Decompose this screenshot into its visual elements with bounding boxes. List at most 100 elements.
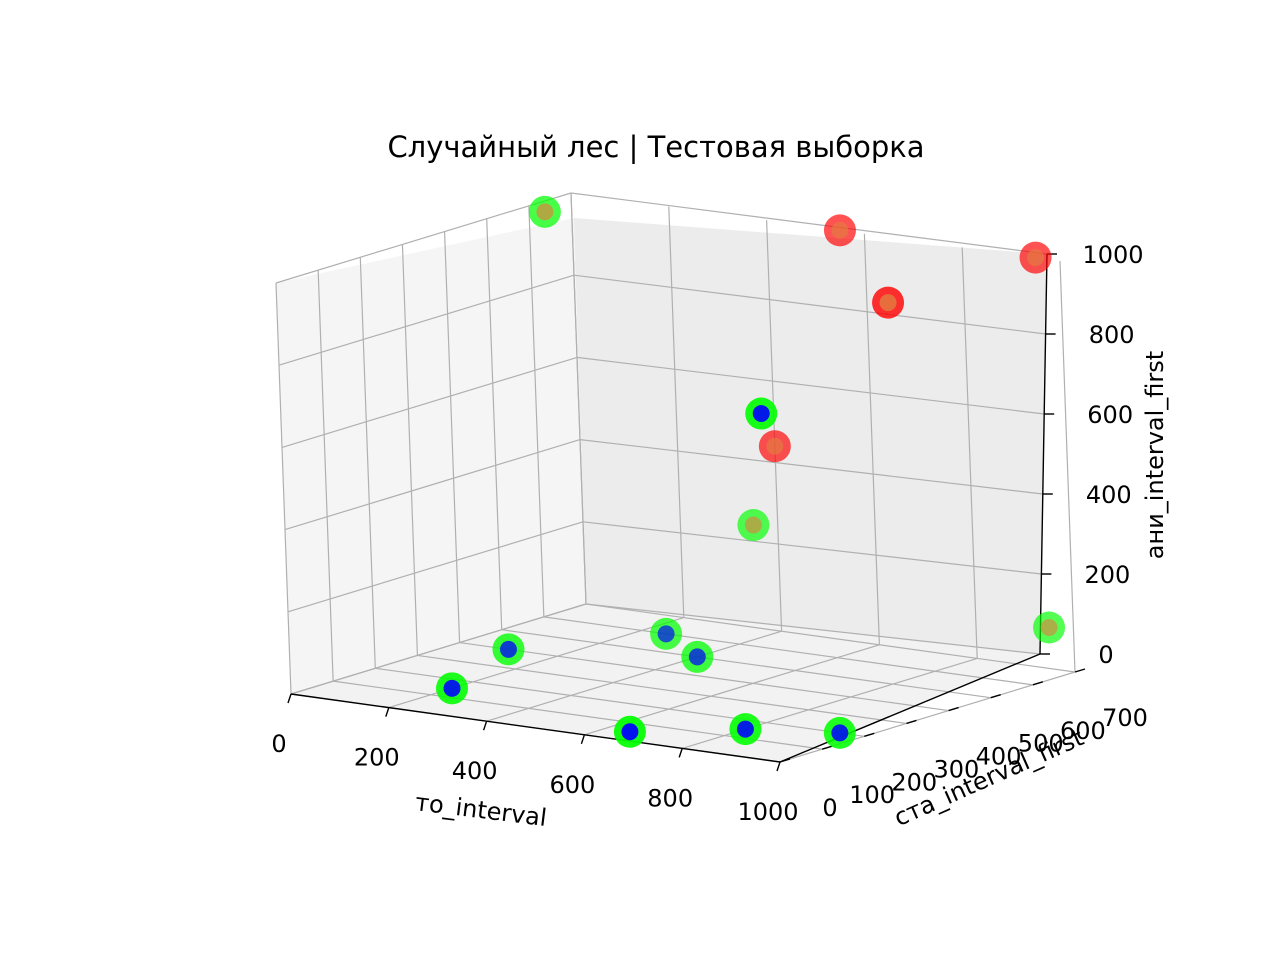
data-point <box>823 214 856 247</box>
x-tick-label: 600 <box>549 771 595 799</box>
x-tick-label: 1000 <box>737 798 798 826</box>
z-grid-left <box>275 192 572 284</box>
x-grid-back <box>766 220 783 632</box>
y-tick-label: 400 <box>976 743 1022 771</box>
data-point <box>613 715 646 748</box>
x-tick-label: 200 <box>354 744 400 772</box>
z-tick-label: 600 <box>1087 401 1133 429</box>
y-grid-back <box>486 218 503 630</box>
z-axis-line <box>1039 253 1048 655</box>
point-predicted-class-marker <box>744 516 762 534</box>
floor-pane <box>291 604 1040 762</box>
data-point <box>492 633 525 666</box>
x-tick-mark <box>580 734 586 745</box>
y-grid-floor <box>459 641 949 712</box>
z-grid-left <box>278 274 575 366</box>
data-point <box>758 430 791 463</box>
z-grid-right <box>582 521 1042 575</box>
back-pane-right <box>574 218 1047 654</box>
point-predicted-class-marker <box>879 294 897 312</box>
point-predicted-class-marker <box>621 723 639 741</box>
z-axis-label: ани_interval_first <box>1141 351 1169 559</box>
data-point <box>650 617 683 650</box>
x-axis-line <box>290 693 781 763</box>
z-tick-label: 200 <box>1084 561 1130 589</box>
point-predicted-class-marker <box>443 679 461 697</box>
x-tick-mark <box>385 707 390 717</box>
data-point <box>729 713 762 746</box>
y-grid-floor <box>501 629 991 699</box>
data-point <box>1033 611 1066 644</box>
data-points <box>436 195 1066 749</box>
y-tick-mark <box>906 719 917 725</box>
tick-labels: 0 200 400 600 800 1000 0 1002003004005006007000… <box>271 241 1148 826</box>
y-tick-mark <box>990 694 1001 699</box>
x-grid-back <box>1059 260 1076 673</box>
z-grid-right <box>573 274 1046 335</box>
point-predicted-class-marker <box>831 724 849 742</box>
y-grid-back <box>359 257 376 669</box>
x-grid-back <box>668 206 685 618</box>
x-grid-floor <box>486 630 782 722</box>
point-predicted-class-marker <box>766 437 784 455</box>
y-grid-floor <box>417 654 907 725</box>
y-tick-mark <box>1074 668 1086 673</box>
x-tick-label: 800 <box>647 784 693 812</box>
y-tick-label: 100 <box>849 781 895 809</box>
z-tick-label: 800 <box>1089 321 1135 349</box>
point-predicted-class-marker <box>752 405 770 423</box>
z-grid-left <box>290 603 587 695</box>
axes <box>287 253 1086 772</box>
data-point <box>737 509 770 542</box>
z-grid-left <box>284 439 581 531</box>
y-grid-floor <box>585 603 1076 673</box>
x-grid-back <box>961 247 978 659</box>
y-grid-floor <box>543 616 1033 686</box>
y-grid-back <box>275 282 292 695</box>
point-predicted-class-marker <box>499 640 517 658</box>
point-predicted-class-marker <box>536 203 554 221</box>
z-tick-label: 400 <box>1086 481 1132 509</box>
z-grid-right <box>579 439 1043 495</box>
point-predicted-class-marker <box>831 221 849 239</box>
y-tick-label: 0 <box>822 794 837 822</box>
y-grid-back <box>528 205 545 617</box>
z-tick-label: 1000 <box>1082 241 1143 269</box>
y-tick-label: 600 <box>1060 717 1106 745</box>
y-tick-mark <box>1032 681 1044 686</box>
data-point <box>745 397 778 430</box>
y-axis-line <box>779 653 1041 763</box>
y-grid-back <box>317 270 334 682</box>
z-grid-right <box>576 356 1045 415</box>
data-point <box>436 672 469 705</box>
data-point <box>823 716 856 749</box>
y-grid-back <box>570 192 587 605</box>
y-tick-label: 300 <box>934 755 980 783</box>
point-predicted-class-marker <box>1040 619 1058 636</box>
z-grid-right <box>585 603 1041 655</box>
y-tick-mark <box>948 706 959 712</box>
x-tick-label: 0 <box>271 730 286 758</box>
point-predicted-class-marker <box>688 648 706 666</box>
back-pane-left <box>276 218 586 694</box>
z-grid-left <box>281 356 578 448</box>
x-tick-mark <box>678 748 683 758</box>
y-tick-label: 700 <box>1102 704 1148 732</box>
y-grid-back <box>401 244 419 656</box>
z-tick-label: 0 <box>1098 641 1113 669</box>
y-tick-label: 500 <box>1018 730 1064 758</box>
data-point <box>681 640 714 673</box>
point-predicted-class-marker <box>657 625 675 643</box>
y-tick-mark <box>821 745 833 750</box>
y-tick-label: 200 <box>891 768 937 796</box>
x-tick-mark <box>776 761 781 772</box>
point-predicted-class-marker <box>736 720 754 738</box>
y-grid-back <box>443 231 461 643</box>
x-tick-mark <box>287 693 292 704</box>
y-tick-mark <box>864 732 875 737</box>
data-point <box>528 195 561 228</box>
chart-title: Случайный лес | Тестовая выборка <box>387 130 924 164</box>
x-tick-mark <box>482 720 488 731</box>
z-grid-left <box>287 521 584 613</box>
